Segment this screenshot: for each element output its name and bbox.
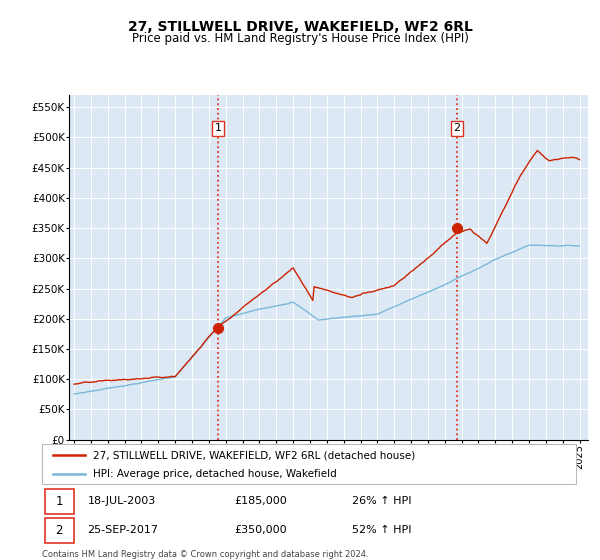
Text: Price paid vs. HM Land Registry's House Price Index (HPI): Price paid vs. HM Land Registry's House …	[131, 32, 469, 45]
Text: 1: 1	[214, 123, 221, 133]
Text: 2: 2	[454, 123, 461, 133]
Text: 52% ↑ HPI: 52% ↑ HPI	[352, 525, 411, 535]
Text: 26% ↑ HPI: 26% ↑ HPI	[352, 496, 411, 506]
Text: HPI: Average price, detached house, Wakefield: HPI: Average price, detached house, Wake…	[93, 469, 337, 479]
Text: 18-JUL-2003: 18-JUL-2003	[88, 496, 155, 506]
Text: 25-SEP-2017: 25-SEP-2017	[88, 525, 158, 535]
Text: £185,000: £185,000	[234, 496, 287, 506]
Bar	[44, 519, 74, 543]
Bar	[44, 489, 74, 514]
Text: Contains HM Land Registry data © Crown copyright and database right 2024.
This d: Contains HM Land Registry data © Crown c…	[42, 550, 368, 560]
Text: 2: 2	[56, 524, 63, 537]
Text: 27, STILLWELL DRIVE, WAKEFIELD, WF2 6RL: 27, STILLWELL DRIVE, WAKEFIELD, WF2 6RL	[128, 20, 472, 34]
Text: £350,000: £350,000	[234, 525, 287, 535]
Text: 27, STILLWELL DRIVE, WAKEFIELD, WF2 6RL (detached house): 27, STILLWELL DRIVE, WAKEFIELD, WF2 6RL …	[93, 450, 415, 460]
Text: 1: 1	[56, 495, 63, 508]
